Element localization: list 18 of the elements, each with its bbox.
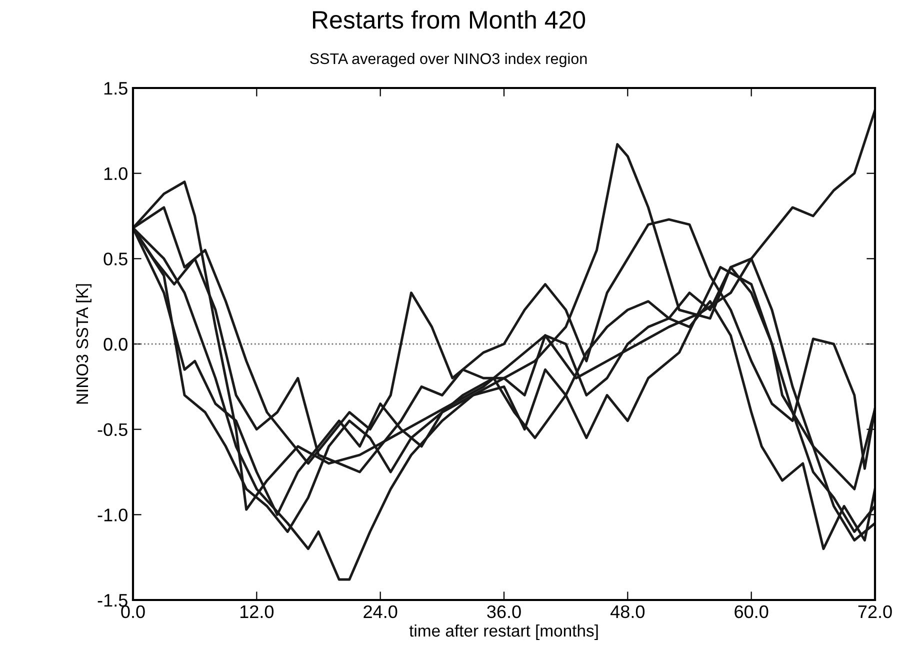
y-tick-label: 0.0 (104, 338, 128, 351)
chart-subtitle: SSTA averaged over NINO3 index region (310, 52, 587, 68)
chart-title: Restarts from Month 420 (313, 10, 586, 29)
y-axis-title: NINO3 SSTA [K] (76, 284, 92, 404)
x-tick-label: 72.0 (858, 605, 892, 618)
y-tick-label: -0.5 (98, 423, 128, 436)
x-tick-label: 12.0 (240, 605, 274, 618)
y-tick-label: -1.0 (98, 508, 128, 522)
y-tick-label: -1.5 (98, 594, 128, 607)
x-tick-label: 0.0 (121, 605, 145, 618)
y-tick-label: 0.5 (104, 252, 128, 266)
x-tick-label: 48.0 (610, 605, 645, 618)
y-tick-label: 1.0 (104, 167, 128, 180)
x-axis-title: time after restart [months] (409, 624, 598, 640)
x-tick-label: 36.0 (487, 605, 521, 618)
x-tick-label: 24.0 (364, 605, 398, 618)
y-tick-label: 1.5 (104, 82, 128, 95)
x-tick-label: 60.0 (734, 605, 768, 618)
